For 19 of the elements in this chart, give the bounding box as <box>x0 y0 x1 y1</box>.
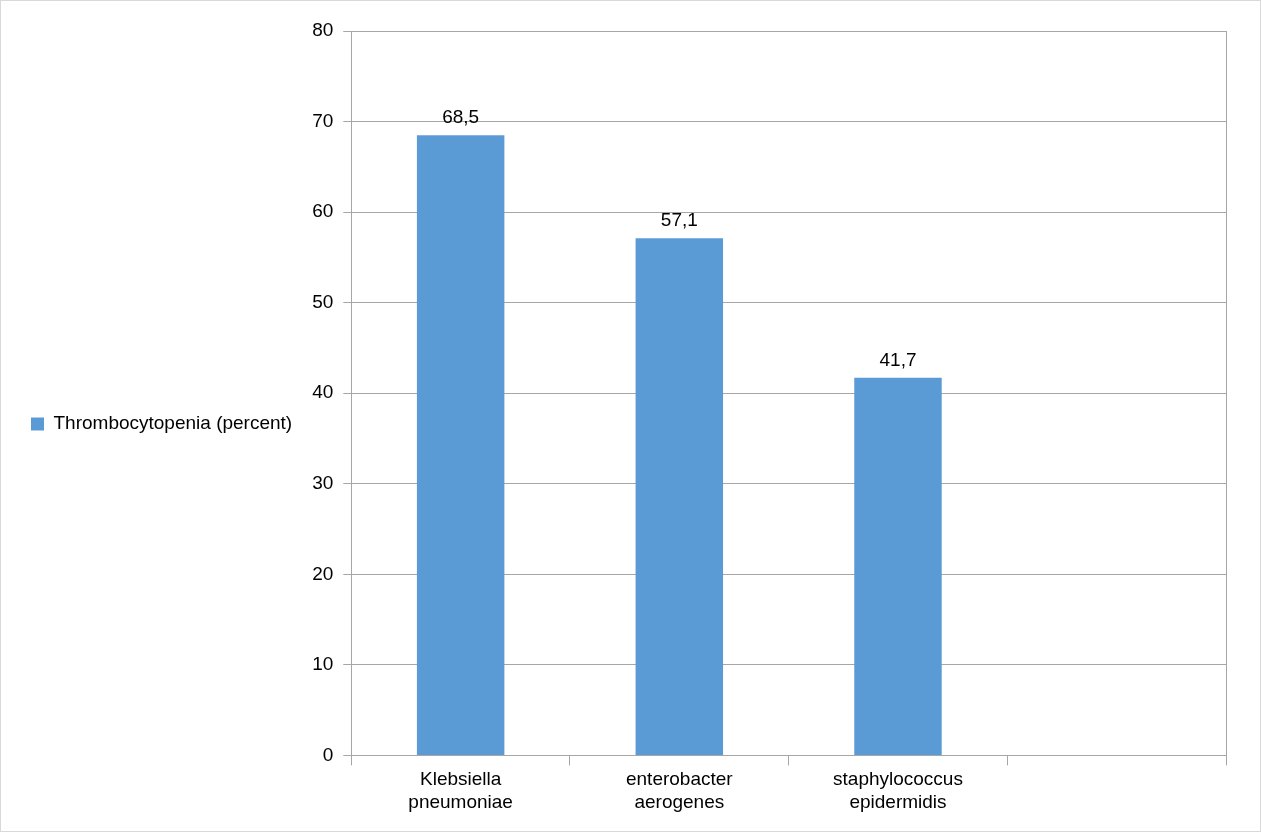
y-tick-label: 30 <box>312 471 334 493</box>
data-label: 41,7 <box>879 348 917 370</box>
bar <box>635 238 724 755</box>
y-tick-label: 50 <box>312 290 334 312</box>
y-tick-label: 80 <box>312 19 334 41</box>
y-tick-label: 40 <box>312 381 334 403</box>
data-label: 68,5 <box>442 105 480 127</box>
x-tick-label: enterobacter aerogenes <box>625 768 734 812</box>
legend-label: Thrombocytopenia (percent) <box>53 412 293 434</box>
y-tick-label: 70 <box>312 109 334 131</box>
bar <box>416 135 505 755</box>
data-label: 57,1 <box>660 209 698 231</box>
y-tick-label: 10 <box>312 653 334 675</box>
y-tick-label: 60 <box>312 200 334 222</box>
x-tick-label: staphylococcus epidermidis <box>833 768 963 812</box>
y-tick-label: 0 <box>322 743 334 765</box>
bar <box>854 377 942 755</box>
y-tick-label: 20 <box>312 562 334 584</box>
x-tick-label: Klebsiella pneumoniae <box>408 768 513 812</box>
